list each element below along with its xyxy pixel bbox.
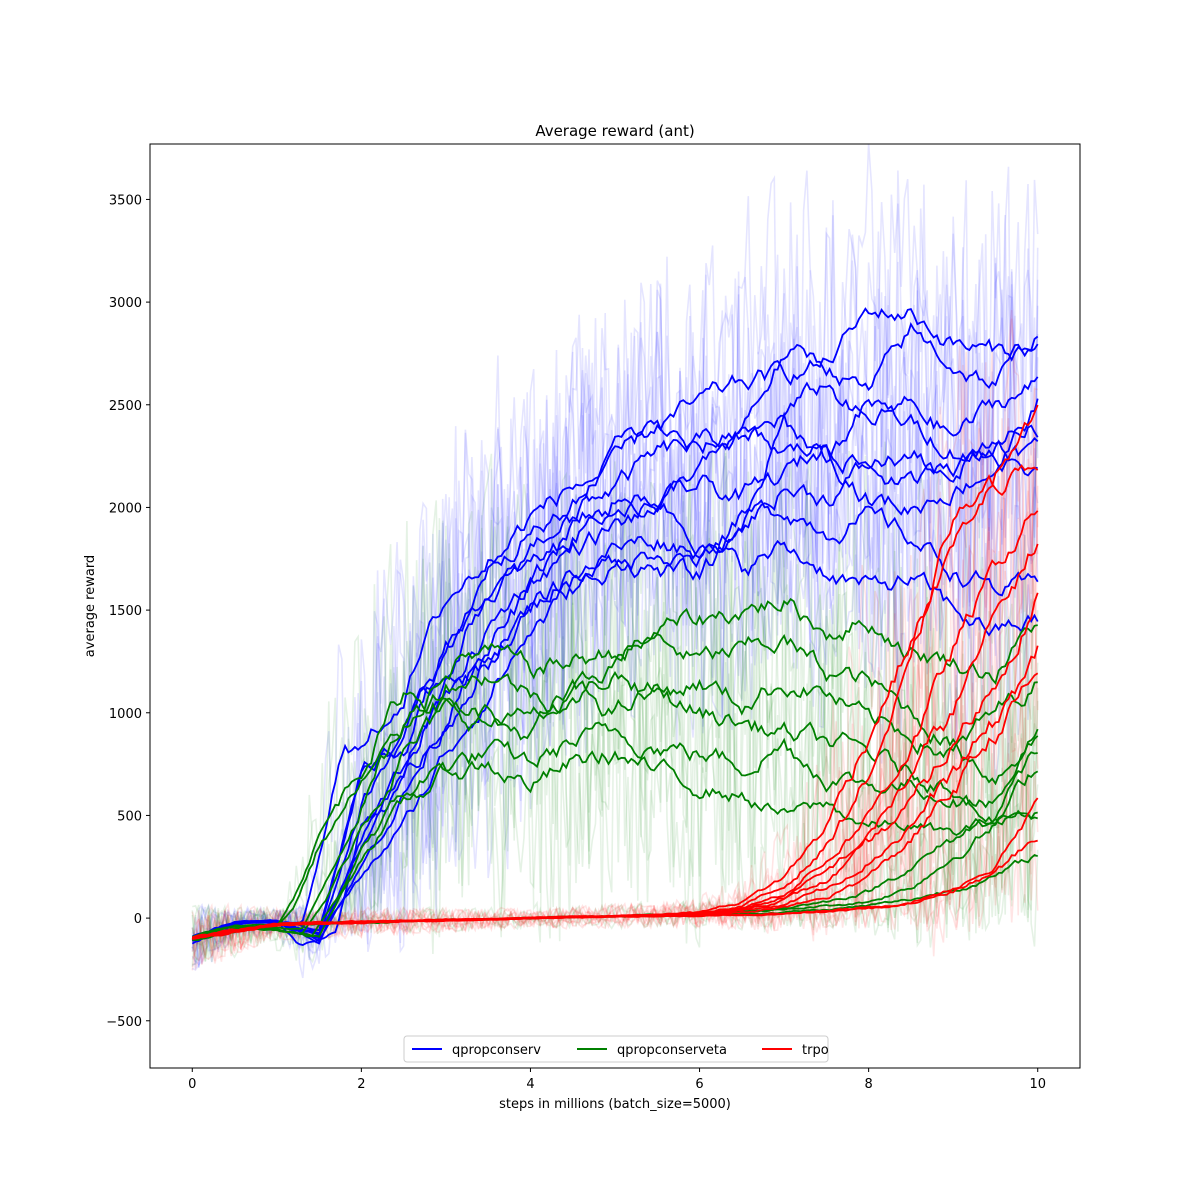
- y-tick-label: −500: [106, 1015, 142, 1030]
- qpropconserveta-run-4: [192, 721, 1038, 941]
- qpropconserveta-run-1-raw: [191, 452, 1039, 960]
- x-tick-label: 8: [864, 1077, 872, 1092]
- y-tick-label: 2500: [109, 399, 142, 414]
- y-tick-label: 3000: [109, 296, 142, 311]
- x-axis-label: steps in millions (batch_size=5000): [499, 1097, 731, 1112]
- x-tick-label: 2: [357, 1077, 365, 1092]
- y-tick-label: 1500: [109, 604, 142, 619]
- qpropconserv-run-5: [192, 499, 1039, 946]
- qpropconserveta-run-5: [192, 750, 1038, 938]
- legend-box: [403, 1035, 829, 1063]
- plot-frame: [149, 143, 1081, 1069]
- qpropconserv-run-0: [192, 494, 1039, 939]
- y-axis-label: average reward: [83, 555, 98, 657]
- qpropconserv-legend-label: qpropconserv: [452, 1043, 541, 1058]
- y-tick-label: 3500: [109, 193, 142, 208]
- trpo-run-7-raw: [191, 738, 1039, 957]
- qpropconserveta-run-2-raw: [191, 502, 1039, 962]
- x-tick-label: 6: [695, 1077, 703, 1092]
- qpropconserveta-run-3: [192, 678, 1039, 942]
- qpropconserveta-legend-label: qpropconserveta: [617, 1043, 727, 1058]
- qpropconserveta-run-2: [192, 671, 1038, 939]
- x-axis: 0 2 4 6 8 10: [188, 1068, 1046, 1092]
- qpropconserv-run-6: [192, 439, 1038, 942]
- trpo-run-8: [191, 839, 1038, 939]
- qpropconserv-run-7: [192, 398, 1039, 940]
- x-tick-label: 0: [188, 1077, 196, 1092]
- x-tick-label: 4: [526, 1077, 534, 1092]
- legend: qpropconserv qpropconserveta trpo: [403, 1035, 829, 1063]
- y-tick-label: 1000: [109, 707, 142, 722]
- y-tick-label: 500: [117, 809, 142, 824]
- x-tick-label: 10: [1029, 1077, 1046, 1092]
- trpo-legend-label: trpo: [802, 1043, 829, 1058]
- trpo-run-2-raw: [191, 386, 1039, 962]
- qpropconserveta-run-0: [192, 597, 1038, 939]
- qpropconserv-run-3: [191, 376, 1039, 940]
- qpropconserv-run-0-raw: [191, 314, 1039, 946]
- chart-title: Average reward (ant): [535, 122, 694, 140]
- y-axis: −500 0 500 1000 1500 2000 2500 3000 3500: [106, 193, 150, 1030]
- y-tick-label: 2000: [109, 501, 142, 516]
- y-tick-label: 0: [134, 912, 142, 927]
- qpropconserv-run-8: [192, 321, 1039, 943]
- qpropconserv-run-2: [191, 424, 1039, 941]
